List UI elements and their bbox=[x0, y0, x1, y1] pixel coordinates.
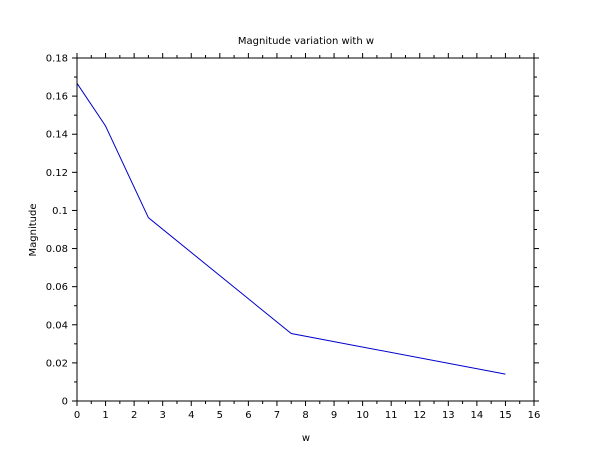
y-tick-labels: 0 0.02 0.04 0.06 0.08 0.1 0.12 0.14 0.16 0.18 bbox=[46, 54, 68, 408]
x-tick-label: 2 bbox=[131, 410, 137, 421]
plot-frame bbox=[76, 57, 535, 402]
y-tick-label: 0.18 bbox=[46, 54, 68, 65]
x-tick-label: 16 bbox=[528, 410, 541, 421]
x-tick-label: 0 bbox=[74, 410, 80, 421]
x-tick-label: 4 bbox=[188, 410, 194, 421]
chart-title: Magnitude variation with w bbox=[238, 36, 374, 47]
y-tick-label: 0.14 bbox=[46, 130, 68, 141]
axis-ticks bbox=[72, 53, 539, 406]
y-axis-label: Magnitude bbox=[28, 204, 39, 257]
x-tick-label: 9 bbox=[331, 410, 337, 421]
series-line bbox=[76, 83, 506, 375]
y-tick-label: 0.08 bbox=[46, 244, 68, 255]
y-tick-label: 0.02 bbox=[46, 358, 68, 369]
x-tick-label: 15 bbox=[499, 410, 512, 421]
y-tick-label: 0.16 bbox=[46, 92, 68, 103]
series-layer bbox=[76, 83, 506, 375]
y-tick-label: 0.06 bbox=[46, 282, 68, 293]
x-tick-label: 11 bbox=[385, 410, 398, 421]
x-axis-label: w bbox=[302, 433, 310, 444]
x-tick-labels: 0 1 2 3 4 5 6 7 8 9 10 11 12 13 14 15 16 bbox=[74, 410, 541, 421]
x-tick-label: 8 bbox=[302, 410, 308, 421]
y-tick-label: 0.12 bbox=[46, 168, 68, 179]
x-tick-label: 7 bbox=[274, 410, 280, 421]
y-tick-label: 0.04 bbox=[46, 320, 68, 331]
x-tick-label: 10 bbox=[356, 410, 369, 421]
x-tick-label: 3 bbox=[160, 410, 166, 421]
x-tick-label: 5 bbox=[217, 410, 223, 421]
x-tick-label: 13 bbox=[442, 410, 455, 421]
x-tick-label: 1 bbox=[102, 410, 108, 421]
x-tick-label: 14 bbox=[471, 410, 484, 421]
y-tick-label: 0 bbox=[62, 397, 68, 408]
x-tick-label: 12 bbox=[413, 410, 426, 421]
y-tick-label: 0.1 bbox=[52, 206, 68, 217]
x-tick-label: 6 bbox=[245, 410, 251, 421]
